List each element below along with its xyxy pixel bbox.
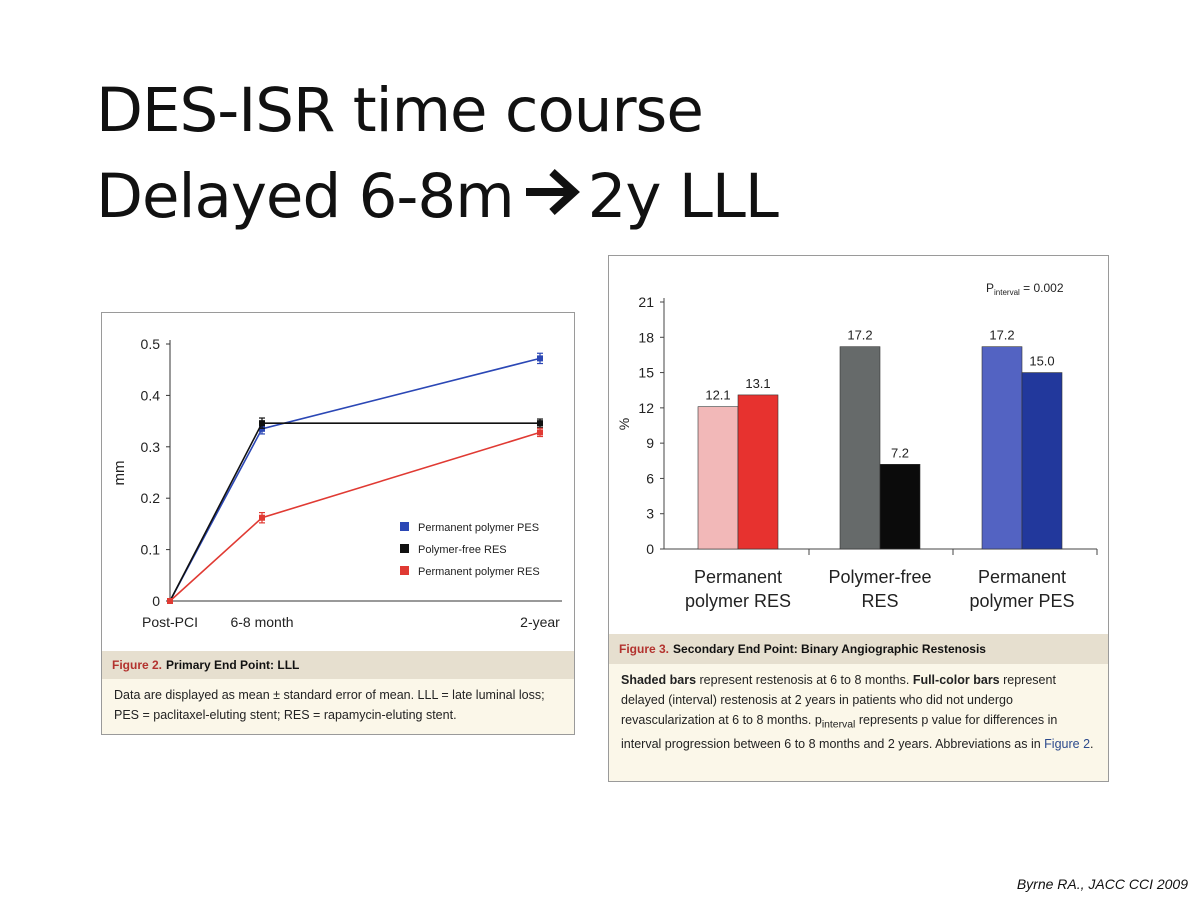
bar [1021,372,1063,550]
y-tick-label: 12 [638,400,654,416]
figure-3-caption-title: Figure 3. Secondary End Point: Binary An… [609,634,1108,664]
y-tick-label: 0.3 [141,439,161,455]
figure-2: 0 0.1 0.2 0.3 0.4 0.5 mm Post-PCI 6-8 month 2-yea… [101,312,575,735]
figure-3-title: Secondary End Point: Binary Angiographic… [673,642,986,656]
slide-title-line2: Delayed 6-8m 2y LLL [96,166,779,227]
right-arrow-icon [525,169,580,215]
legend-swatch [400,566,409,575]
figure-2-title: Primary End Point: LLL [166,658,300,672]
figure-2-link[interactable]: Figure 2 [1044,737,1091,752]
caption-text-3: represents p value for differences in in… [621,713,1058,752]
caption-text-2: represent delayed (interval) restenosis … [621,673,1056,727]
citation: Byrne RA., JACC CCI 2009 [1016,876,1188,892]
data-point [537,420,543,427]
y-tick-label: 0.2 [141,490,161,506]
legend-label: Polymer-free RES [418,544,507,556]
bar-value-label: 12.1 [705,388,730,403]
x-tick-label: 2-year [520,614,560,630]
legend-swatch [400,544,409,553]
data-point [259,514,265,521]
figure-3-label: Figure 3. [619,642,670,656]
bar-value-label: 15.0 [1029,354,1054,369]
bar [879,464,921,550]
bar [737,394,779,550]
category-label: Permanent [978,567,1066,587]
category-label: polymer RES [685,591,791,611]
y-tick-label: 18 [638,329,654,345]
bar [697,406,739,550]
category-label: polymer PES [969,591,1074,611]
y-tick-label: 6 [646,470,654,486]
caption-sub-interval: interval [821,719,856,731]
figure-2-caption-text: Data are displayed as mean ± standard er… [114,688,545,722]
category-label: RES [861,591,898,611]
caption-end: . [1090,737,1094,752]
y-tick-label: 0 [646,541,654,557]
data-point [537,355,543,362]
figure-3-caption: Shaded bars represent restenosis at 6 to… [609,664,1108,781]
x-tick-label: 6-8 month [230,614,293,630]
bar-value-label: 17.2 [847,328,872,343]
bar-value-label: 17.2 [989,328,1014,343]
figure-2-caption: Data are displayed as mean ± standard er… [102,679,574,734]
caption-full-color-bars: Full-color bars [912,673,1000,687]
slide-title-line1: DES-ISR time course [96,75,704,146]
y-tick-label: 15 [638,365,654,381]
restenosis-bar-chart: 0 3 6 9 12 15 18 21% 12.1 17.2 17.2 13.1 7.2 15.0 Perm… [616,281,1098,611]
y-tick-label: 0 [152,593,160,609]
caption-text-1: represent restenosis at 6 to 8 months. [696,673,913,687]
title-line2-after: 2y LLL [587,161,779,232]
data-point [537,429,543,436]
x-tick-label: Post-PCI [142,614,198,630]
bar-value-label: 7.2 [891,445,909,460]
bar-value-label: 13.1 [745,376,770,391]
y-tick-label: 0.4 [141,387,161,403]
figure-2-caption-title: Figure 2. Primary End Point: LLL [102,651,574,679]
legend-label: Permanent polymer RES [418,566,540,578]
title-line2-before: Delayed 6-8m [96,161,515,232]
legend-swatch [400,522,409,531]
figure-2-label: Figure 2. [112,658,163,672]
lll-line-chart: 0 0.1 0.2 0.3 0.4 0.5 mm Post-PCI 6-8 month 2-yea… [111,336,562,630]
y-tick-label: 3 [646,506,654,522]
y-tick-label: 0.5 [141,336,161,352]
y-tick-label: 0.1 [141,542,161,558]
category-label: Polymer-free [828,567,931,587]
y-axis-label: mm [111,461,128,486]
figure-3: 0 3 6 9 12 15 18 21% 12.1 17.2 17.2 13.1 7.2 15.0 Perm… [608,255,1109,782]
data-point [259,420,265,427]
bar [839,346,881,550]
category-label: Permanent [694,567,782,587]
y-tick-label: 9 [646,435,654,451]
legend-label: Permanent polymer PES [418,522,539,534]
data-point [167,598,173,604]
caption-shaded-bars: Shaded bars [621,673,697,687]
y-axis-label: % [616,418,632,430]
series-line [169,357,541,602]
p-interval-annotation: Pinterval = 0.002 [986,281,1064,297]
y-tick-label: 21 [638,294,654,310]
bar [981,346,1023,550]
